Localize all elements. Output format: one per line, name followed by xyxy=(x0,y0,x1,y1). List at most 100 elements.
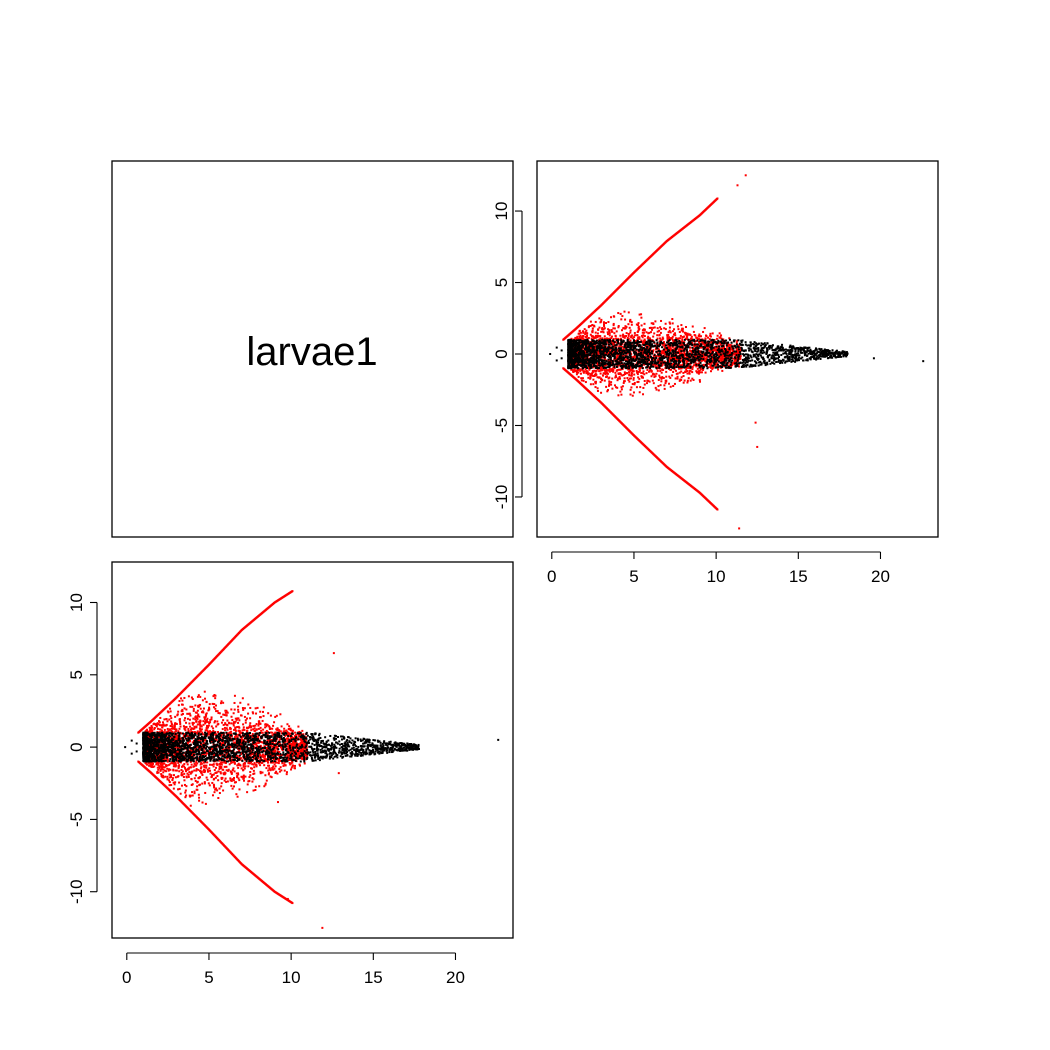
data-point xyxy=(653,344,656,347)
data-point xyxy=(726,350,729,353)
data-point xyxy=(575,371,578,374)
data-point xyxy=(622,351,625,354)
data-point xyxy=(737,353,740,356)
data-point xyxy=(587,365,590,368)
data-point xyxy=(686,355,689,358)
data-point xyxy=(725,363,728,366)
data-point xyxy=(690,339,693,342)
data-point xyxy=(792,360,795,363)
data-point xyxy=(643,373,646,376)
data-point xyxy=(626,366,629,369)
data-point xyxy=(799,347,802,350)
data-point xyxy=(688,369,691,372)
data-point xyxy=(802,348,805,351)
data-point xyxy=(695,350,698,353)
data-point xyxy=(655,388,658,391)
data-point xyxy=(660,319,663,322)
data-point xyxy=(646,368,649,371)
data-point xyxy=(588,345,591,348)
data-point xyxy=(621,354,624,357)
data-point xyxy=(570,368,573,371)
data-point xyxy=(656,327,659,330)
data-point xyxy=(631,337,634,340)
data-point xyxy=(731,359,734,362)
data-point xyxy=(816,350,819,353)
data-point xyxy=(717,353,720,356)
data-point xyxy=(652,365,655,368)
data-point xyxy=(647,358,650,361)
data-point xyxy=(636,381,639,384)
data-point xyxy=(621,374,624,377)
data-point xyxy=(754,350,757,353)
data-point xyxy=(693,344,696,347)
data-point xyxy=(602,328,605,331)
data-point xyxy=(630,336,633,339)
data-point xyxy=(698,338,701,341)
data-point xyxy=(690,350,693,353)
data-point xyxy=(736,359,739,362)
data-point xyxy=(720,359,723,362)
data-point xyxy=(614,344,617,347)
data-point xyxy=(668,367,671,370)
data-point xyxy=(797,348,800,351)
data-point xyxy=(695,365,698,368)
data-point xyxy=(589,374,592,377)
data-point xyxy=(679,378,682,381)
data-point xyxy=(735,361,738,364)
data-point xyxy=(819,348,822,351)
data-point xyxy=(658,355,661,358)
data-point xyxy=(714,348,717,351)
data-point xyxy=(703,357,706,360)
data-point xyxy=(755,342,758,345)
data-point xyxy=(624,358,627,361)
data-point xyxy=(595,373,598,376)
data-point xyxy=(588,364,591,367)
data-point xyxy=(638,353,641,356)
data-point xyxy=(784,348,787,351)
data-point xyxy=(638,343,641,346)
data-point xyxy=(598,317,601,320)
data-point xyxy=(571,357,574,360)
data-point xyxy=(633,331,636,334)
data-point xyxy=(616,356,619,359)
data-point xyxy=(648,354,651,357)
data-point xyxy=(633,336,636,339)
data-point xyxy=(702,330,705,333)
data-point xyxy=(795,354,798,357)
data-point xyxy=(695,336,698,339)
data-point xyxy=(637,326,640,329)
data-point xyxy=(753,360,756,363)
data-point xyxy=(663,361,666,364)
data-point xyxy=(645,331,648,334)
data-point xyxy=(608,329,611,332)
data-point xyxy=(583,351,586,354)
data-point xyxy=(685,337,688,340)
data-point xyxy=(666,336,669,339)
data-point xyxy=(702,359,705,362)
data-point xyxy=(764,364,767,367)
data-point xyxy=(671,322,674,325)
data-point xyxy=(623,354,626,357)
data-point xyxy=(613,327,616,330)
data-point xyxy=(655,346,658,349)
data-point xyxy=(718,332,721,335)
data-point xyxy=(625,372,628,375)
data-point xyxy=(765,350,768,353)
data-point xyxy=(631,366,634,369)
data-point xyxy=(718,345,721,348)
data-point xyxy=(646,346,649,349)
data-point xyxy=(653,326,656,329)
data-point xyxy=(699,361,702,364)
data-point xyxy=(686,346,689,349)
data-point xyxy=(581,362,584,365)
data-point xyxy=(738,355,741,358)
data-point xyxy=(684,347,687,350)
data-point xyxy=(740,343,743,346)
data-point xyxy=(589,383,592,386)
data-point xyxy=(725,354,728,357)
data-point xyxy=(660,362,663,365)
data-point xyxy=(698,362,701,365)
data-point xyxy=(629,377,632,380)
data-point xyxy=(726,366,729,369)
data-point xyxy=(654,364,657,367)
